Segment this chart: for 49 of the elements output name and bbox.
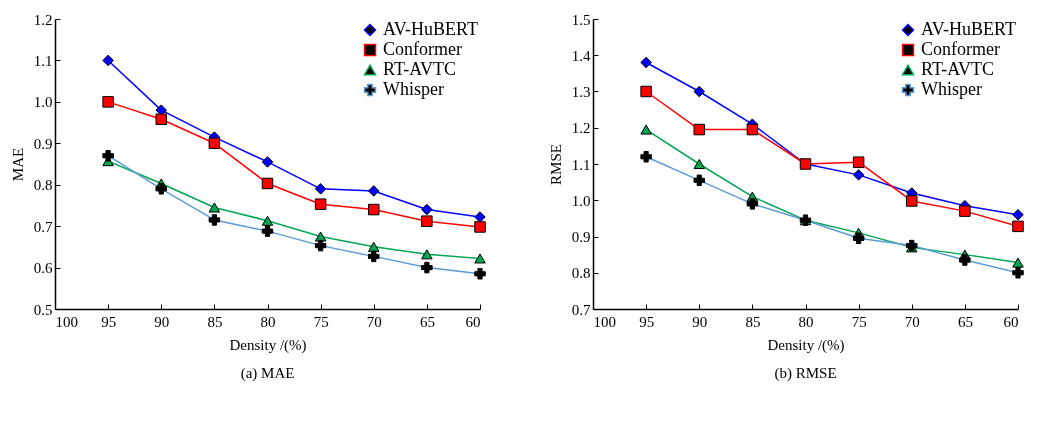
legend-label: AV-HuBERT	[383, 19, 478, 39]
y-tick-label: 1.4	[571, 47, 591, 64]
x-tick-label: 85	[745, 313, 761, 330]
y-tick-label: 1.2	[571, 120, 591, 137]
x-axis-title: Density /(%)	[767, 336, 845, 354]
legend-label: RT-AVTC	[921, 59, 994, 79]
y-tick-label: 0.5	[33, 301, 53, 318]
x-tick-label: 90	[154, 313, 170, 330]
legend-label: Whisper	[383, 79, 444, 99]
x-tick-label: 60	[1003, 313, 1019, 330]
x-tick-label: 95	[101, 313, 117, 330]
legend-label: AV-HuBERT	[921, 19, 1016, 39]
x-tick-label: 80	[798, 313, 814, 330]
y-tick-label: 1.3	[571, 84, 591, 100]
x-tick-label: 60	[465, 313, 481, 330]
y-tick-label: 0.8	[33, 177, 53, 194]
y-tick-label: 1.2	[33, 11, 53, 28]
x-tick-label: 85	[207, 313, 223, 330]
x-axis-title: Density /(%)	[229, 336, 307, 354]
x-tick-label: 80	[260, 313, 276, 330]
y-tick-label: 1.0	[33, 94, 53, 111]
legend-label: RT-AVTC	[383, 59, 456, 79]
y-tick-label: 0.7	[33, 218, 53, 235]
legend-label: Conformer	[921, 39, 1000, 59]
x-tick-label: 90	[692, 313, 708, 330]
y-tick-label: 0.6	[33, 260, 53, 277]
legend-label: Conformer	[383, 39, 462, 59]
x-tick-label: 70	[366, 313, 382, 330]
y-tick-label: 0.7	[571, 301, 591, 318]
x-tick-label: 65	[419, 313, 435, 330]
x-tick-label: 75	[851, 313, 867, 330]
text: (b) RMSE	[774, 365, 837, 382]
y-tick-label: 1.1	[33, 52, 53, 69]
y-axis-title: MAE	[9, 147, 26, 182]
text: (a) MAE	[240, 365, 295, 382]
y-tick-label: 1.5	[571, 11, 591, 28]
y-tick-label: 1.0	[571, 192, 591, 209]
x-tick-label: 95	[639, 313, 655, 330]
x-tick-label: 100	[593, 313, 616, 330]
x-tick-label: 70	[904, 313, 920, 330]
y-tick-label: 0.9	[571, 229, 591, 245]
x-tick-label: 65	[957, 313, 973, 330]
y-tick-label: 0.9	[33, 135, 53, 152]
y-axis-title: RMSE	[547, 144, 564, 185]
legend-label: Whisper	[921, 79, 982, 99]
x-tick-label: 100	[55, 313, 78, 330]
y-tick-label: 0.8	[571, 265, 591, 282]
x-tick-label: 75	[313, 313, 329, 330]
y-tick-label: 1.1	[571, 156, 591, 173]
